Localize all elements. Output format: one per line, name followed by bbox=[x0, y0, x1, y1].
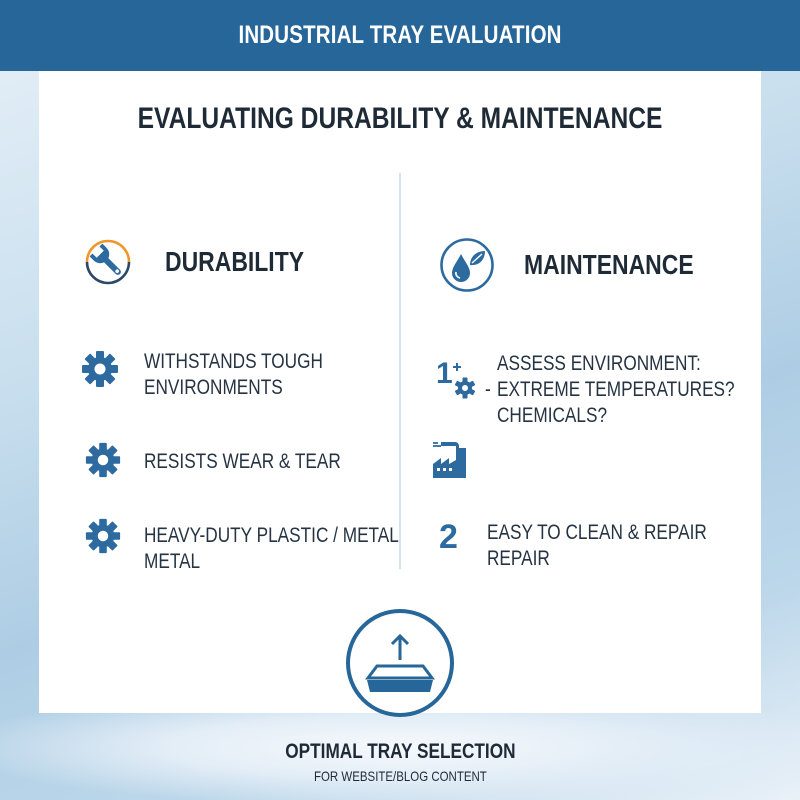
item-text-line: REPAIR bbox=[487, 547, 550, 570]
item-text-line: RESISTS WEAR & TEAR bbox=[144, 450, 341, 473]
header-banner: INDUSTRIAL TRAY EVALUATION bbox=[0, 0, 800, 71]
step-number: 1 bbox=[436, 357, 453, 390]
gear-icon bbox=[85, 442, 121, 478]
gear-plus-icon bbox=[453, 363, 476, 399]
durability-item: HEAVY-DUTY PLASTIC / METAL METAL bbox=[84, 517, 455, 575]
item-text-line: CHEMICALS? bbox=[497, 404, 608, 427]
item-text-line: EXTREME TEMPERATURES? bbox=[497, 378, 735, 401]
durability-label: DURABILITY bbox=[165, 246, 305, 277]
card-title: EVALUATING DURABILITY & MAINTENANCE bbox=[137, 102, 663, 135]
maintenance-item: 1 - ASSESS ENVIRONMENT: EXTREME TEMPERAT… bbox=[436, 352, 787, 429]
water-drop-leaf-icon bbox=[440, 238, 494, 292]
factory-icon bbox=[433, 442, 466, 478]
item-text-line: METAL bbox=[144, 550, 201, 573]
maintenance-label: MAINTENANCE bbox=[524, 249, 694, 280]
tray-upload-icon bbox=[346, 609, 454, 717]
item-text-line: ENVIRONMENTS bbox=[144, 376, 283, 399]
gear-icon bbox=[82, 351, 118, 387]
dash: - bbox=[485, 378, 491, 401]
column-divider bbox=[399, 173, 401, 569]
item-text-line: EASY TO CLEAN & REPAIR bbox=[487, 521, 707, 544]
step-number: 2 bbox=[439, 518, 458, 556]
step-1-marker: 1 bbox=[436, 357, 480, 401]
footer-title: OPTIMAL TRAY SELECTION bbox=[284, 740, 516, 763]
item-text-line: WITHSTANDS TOUGH bbox=[144, 350, 323, 373]
background-glow bbox=[0, 712, 800, 800]
item-text-line: HEAVY-DUTY PLASTIC / METAL bbox=[144, 524, 399, 547]
gear-icon bbox=[85, 518, 121, 554]
page-title: INDUSTRIAL TRAY EVALUATION bbox=[238, 21, 562, 49]
durability-heading: DURABILITY bbox=[83, 237, 335, 287]
durability-item: RESISTS WEAR & TEAR bbox=[84, 441, 384, 479]
wrench-icon bbox=[85, 239, 131, 285]
maintenance-item: 2 EASY TO CLEAN & REPAIR REPAIR bbox=[439, 520, 755, 572]
footer-subtitle: FOR WEBSITE/BLOG CONTENT bbox=[313, 768, 487, 784]
maintenance-heading: MAINTENANCE bbox=[439, 237, 731, 293]
item-text-line: ASSESS ENVIRONMENT: bbox=[497, 352, 701, 375]
durability-item: WITHSTANDS TOUGH ENVIRONMENTS bbox=[80, 349, 362, 401]
